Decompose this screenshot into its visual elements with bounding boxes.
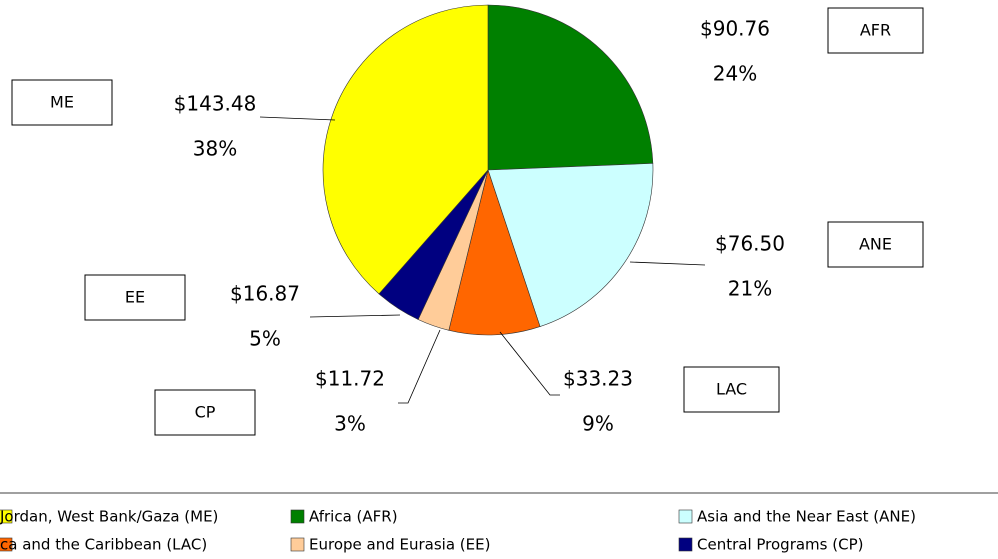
tag-label: ME bbox=[50, 93, 74, 112]
legend-swatch bbox=[290, 509, 305, 524]
percent-label: 9% bbox=[582, 412, 614, 436]
value-label: $11.72 bbox=[315, 367, 385, 391]
tag-label: EE bbox=[125, 288, 145, 307]
percent-label: 38% bbox=[193, 137, 237, 161]
tag-label: AFR bbox=[860, 21, 891, 40]
tag-box bbox=[683, 366, 780, 413]
percent-label: 5% bbox=[249, 327, 281, 351]
percent-label: 3% bbox=[334, 412, 366, 436]
pie-slice bbox=[448, 168, 541, 336]
value-label: $90.76 bbox=[700, 17, 770, 41]
pie-slice bbox=[322, 4, 489, 295]
value-label: $33.23 bbox=[563, 367, 633, 391]
legend-label: Jordan, West Bank/Gaza (ME) bbox=[0, 508, 218, 526]
tag-label: LAC bbox=[716, 380, 747, 399]
value-label: $16.87 bbox=[230, 282, 300, 306]
tag-label: CP bbox=[195, 403, 216, 422]
tag-box bbox=[154, 389, 256, 436]
leader-line bbox=[629, 261, 706, 266]
leader-line bbox=[259, 116, 336, 121]
tag-label: ANE bbox=[859, 235, 892, 254]
leader-line bbox=[398, 329, 441, 404]
legend-swatch bbox=[0, 509, 13, 524]
percent-label: 21% bbox=[728, 277, 772, 301]
tag-box bbox=[11, 79, 113, 126]
legend-swatch bbox=[0, 537, 13, 552]
leader-line bbox=[499, 331, 560, 396]
leader-line bbox=[309, 314, 401, 318]
legend-label: ca and the Caribbean (LAC) bbox=[0, 536, 207, 554]
value-label: $76.50 bbox=[715, 232, 785, 256]
percent-label: 24% bbox=[713, 62, 757, 86]
pie-slice bbox=[487, 163, 654, 327]
value-label: $143.48 bbox=[174, 92, 257, 116]
legend-swatch bbox=[290, 537, 305, 552]
legend-label: Europe and Eurasia (EE) bbox=[309, 536, 490, 554]
pie-slice bbox=[487, 4, 654, 171]
tag-box bbox=[827, 7, 924, 54]
legend-label: Central Programs (CP) bbox=[697, 536, 863, 554]
legend-swatch bbox=[678, 509, 693, 524]
tag-box bbox=[827, 221, 924, 268]
legend-swatch bbox=[678, 537, 693, 552]
legend-label: Africa (AFR) bbox=[309, 508, 398, 526]
tag-box bbox=[84, 274, 186, 321]
legend-label: Asia and the Near East (ANE) bbox=[697, 508, 916, 526]
